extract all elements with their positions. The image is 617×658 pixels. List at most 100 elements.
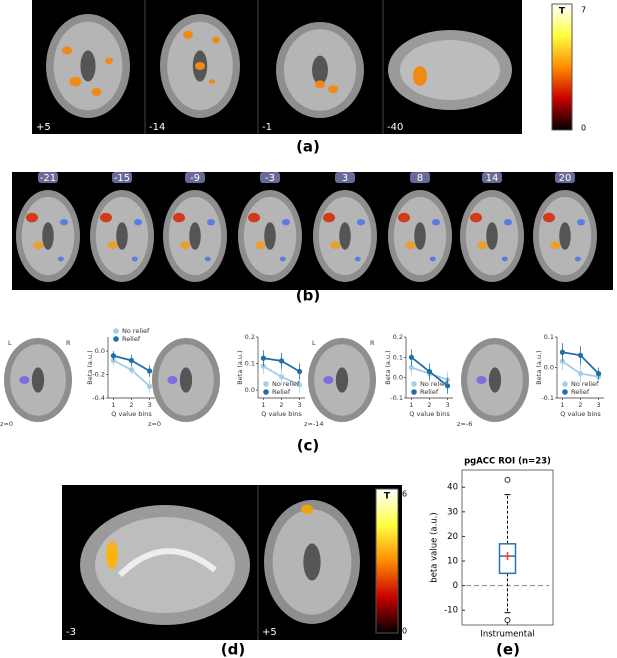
point — [577, 352, 584, 358]
y-tick-label: -0.4 — [92, 394, 105, 402]
y-tick-label: 10 — [447, 557, 458, 567]
activation-blob — [19, 376, 30, 384]
point — [408, 364, 415, 371]
activation-blob — [209, 79, 215, 84]
slice-label: 20 — [559, 173, 572, 184]
colorbar-min: 0 — [402, 627, 407, 636]
activation-blob — [60, 219, 68, 226]
y-tick-label: 0.2 — [393, 333, 403, 341]
y-tick-label: 0.0 — [393, 374, 403, 382]
brain-slice — [559, 222, 571, 250]
slice-label: -14 — [149, 122, 165, 133]
point — [146, 368, 153, 374]
slice-badge — [482, 172, 502, 183]
y-tick-label: 0.2 — [245, 333, 255, 341]
point — [278, 358, 285, 364]
point — [577, 371, 584, 377]
activation-blob — [413, 66, 427, 86]
activation-blob — [131, 256, 138, 262]
y-tick-label: 0 — [453, 581, 458, 591]
point — [296, 368, 303, 375]
brain-slice — [303, 543, 321, 581]
chart-title: pgACC ROI (n=23) — [464, 457, 551, 467]
activation-blob — [470, 212, 482, 223]
point — [260, 355, 267, 361]
slice-label: -21 — [40, 173, 56, 184]
legend-label: Relief — [420, 388, 439, 396]
legend-marker — [562, 389, 568, 395]
y-tick-label: 0.0 — [95, 347, 105, 355]
activation-blob — [100, 212, 112, 223]
activation-blob — [477, 241, 488, 250]
panel-label: (d) — [221, 641, 245, 658]
activation-blob — [207, 219, 215, 226]
outlier — [504, 617, 511, 624]
activation-blob — [574, 256, 581, 262]
brain-slice — [179, 367, 193, 393]
activation-blob — [550, 241, 561, 250]
activation-blob — [301, 504, 314, 515]
activation-blob — [106, 541, 118, 569]
y-tick-label: -10 — [444, 606, 458, 616]
activation-blob — [105, 57, 113, 64]
panel-label: (c) — [297, 437, 320, 455]
x-tick-label: Instrumental — [480, 630, 534, 640]
activation-blob — [315, 80, 325, 89]
mean-marker — [503, 552, 512, 561]
legend-label: Relief — [571, 388, 590, 396]
point — [426, 368, 433, 375]
panel-label: (a) — [296, 138, 320, 156]
slice-label: 14 — [486, 173, 499, 184]
slice-badge — [335, 172, 355, 183]
activation-blob — [432, 219, 440, 226]
colorbar — [375, 488, 399, 634]
activation-blob — [398, 212, 410, 223]
y-tick-label: -0.2 — [92, 371, 105, 379]
activation-blob — [279, 256, 286, 262]
x-tick-label: 3 — [148, 401, 152, 409]
y-axis-label: beta value (a.u.) — [430, 512, 440, 582]
slice-badge — [410, 172, 430, 183]
activation-blob — [577, 219, 585, 226]
colorbar-title: T — [559, 7, 566, 17]
x-tick-label: 1 — [261, 401, 265, 409]
legend-marker — [113, 328, 119, 334]
slice-label: -9 — [190, 173, 200, 184]
x-axis-label: Q value bins — [111, 410, 152, 418]
activation-blob — [248, 212, 260, 223]
brain-slice — [335, 367, 349, 393]
slice-label: z=-6 — [457, 420, 472, 428]
brain-slice — [312, 55, 328, 85]
panel-label: (b) — [296, 287, 320, 305]
activation-blob — [173, 212, 185, 223]
y-tick-label: 0.1 — [393, 353, 403, 361]
activation-blob — [167, 376, 178, 384]
x-tick-label: 3 — [446, 401, 450, 409]
box — [498, 543, 517, 575]
point — [559, 349, 566, 355]
x-axis-label: Q value bins — [560, 410, 601, 418]
activation-blob — [405, 241, 416, 250]
slice-label: +5 — [36, 122, 51, 133]
brain-slice — [80, 50, 96, 82]
slice-badge — [112, 172, 132, 183]
activation-blob — [57, 256, 64, 262]
point — [110, 353, 117, 359]
y-axis-label: Beta (a.u.) — [236, 350, 244, 384]
activation-blob — [323, 212, 335, 223]
activation-blob — [91, 88, 102, 96]
slice-label: -3 — [265, 173, 275, 184]
brain-slice — [95, 517, 235, 613]
outlier — [504, 476, 511, 483]
activation-blob — [354, 256, 361, 262]
slice-badge — [555, 172, 575, 183]
colorbar-min: 0 — [581, 124, 586, 133]
y-axis-label: Beta (a.u.) — [535, 350, 543, 384]
slice-badge — [38, 172, 58, 183]
legend-marker — [263, 381, 269, 387]
y-tick-label: 20 — [447, 532, 458, 542]
activation-blob — [204, 256, 211, 262]
y-tick-label: 0.0 — [544, 364, 554, 372]
activation-blob — [212, 36, 220, 44]
slice-label: 3 — [342, 173, 348, 184]
